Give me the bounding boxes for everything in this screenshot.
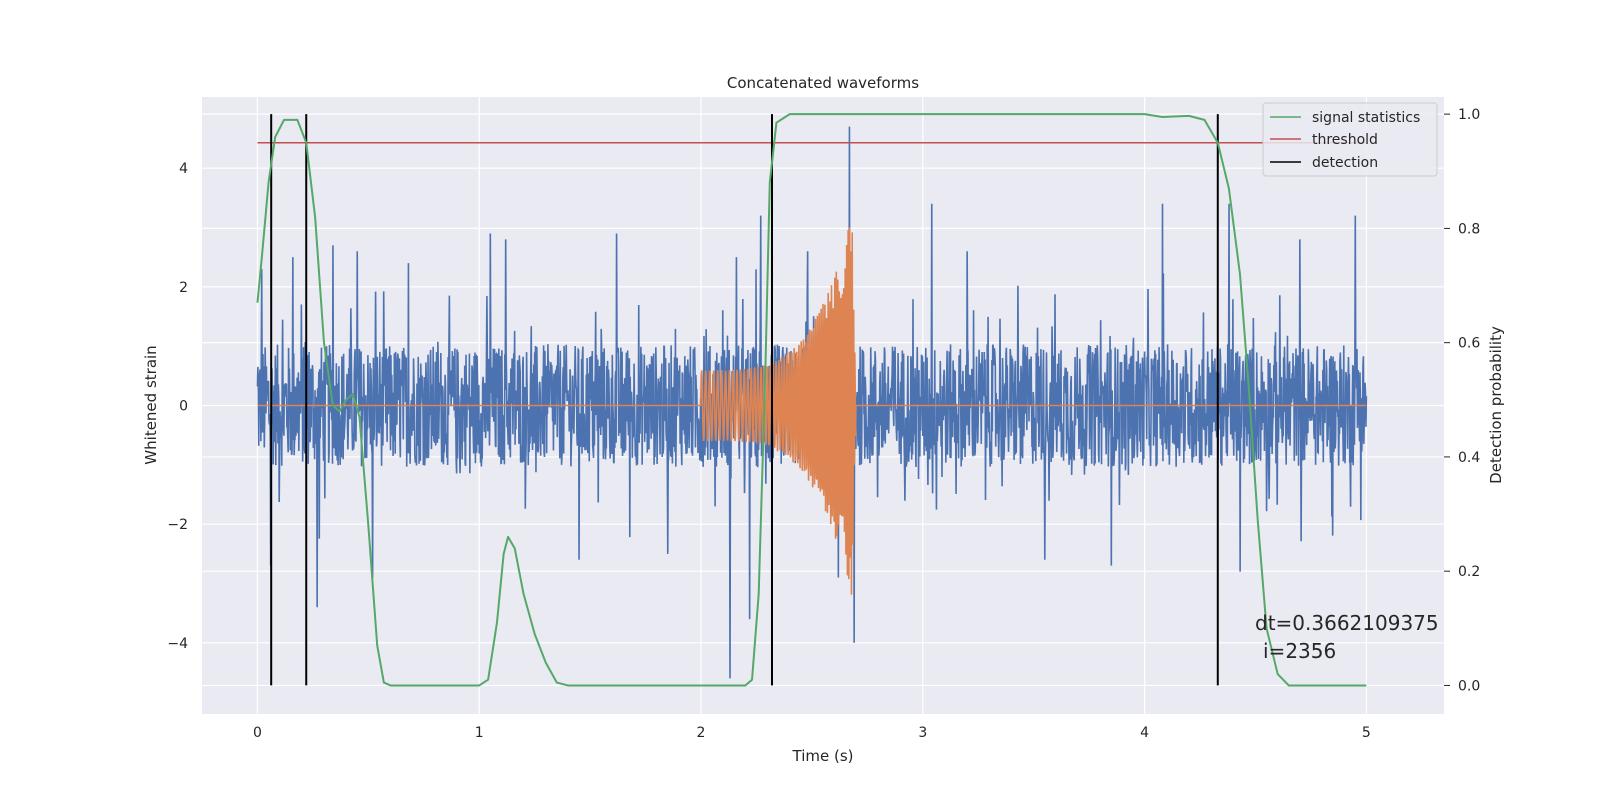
legend: signal statistics threshold detection (1262, 102, 1438, 177)
y-axis-label: Whitened strain (142, 345, 160, 464)
x-tick-label: 4 (1140, 725, 1149, 741)
x-tick-label: 2 (697, 725, 706, 741)
y-tick-label: 0 (179, 399, 188, 415)
y2-tick-label: 1.0 (1458, 107, 1480, 123)
chart-title: Concatenated waveforms (727, 74, 919, 92)
y2-tick-label: 0.4 (1458, 450, 1480, 466)
x-tick-label: 1 (475, 725, 484, 741)
y-tick-label: 4 (179, 161, 188, 177)
annotation-i: i=2356 (1263, 639, 1336, 663)
series-signal-statistics (256, 113, 1367, 687)
y2-axis-label: Detection probability (1487, 326, 1505, 484)
y-tick-label: −4 (167, 636, 188, 652)
x-axis-label: Time (s) (792, 747, 854, 765)
tick-labels: 0 1 2 3 4 5 −4 −2 0 2 4 0.0 0.2 0.4 0.6 0.8 1.0 (167, 107, 1480, 741)
y2-tick-label: 0.8 (1458, 221, 1480, 237)
x-tick-label: 3 (918, 725, 927, 741)
series-layer (256, 113, 1368, 687)
x-tick-label: 0 (253, 725, 262, 741)
y2-tick-label: 0.2 (1458, 564, 1480, 580)
legend-box (1262, 102, 1438, 177)
y-tick-label: 2 (179, 280, 188, 296)
legend-label-signal-statistics: signal statistics (1312, 110, 1420, 126)
series-injected-chirp (257, 227, 1367, 595)
legend-label-threshold: threshold (1312, 132, 1378, 148)
y2-tick-label: 0.0 (1458, 678, 1480, 694)
x-tick-label: 5 (1362, 725, 1371, 741)
y2-tick-label: 0.6 (1458, 336, 1480, 352)
annotation-dt: dt=0.3662109375 (1255, 611, 1439, 635)
y-tick-label: −2 (167, 517, 188, 533)
legend-label-detection: detection (1312, 155, 1378, 171)
annotation: dt=0.3662109375 i=2356 (1255, 611, 1439, 663)
